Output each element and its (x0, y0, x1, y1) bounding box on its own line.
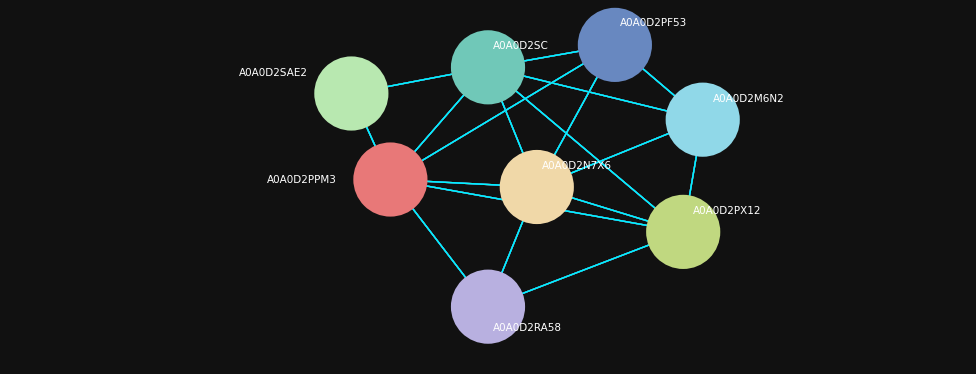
Ellipse shape (500, 150, 574, 224)
Text: A0A0D2SAE2: A0A0D2SAE2 (238, 68, 307, 78)
Text: A0A0D2M6N2: A0A0D2M6N2 (712, 94, 785, 104)
Ellipse shape (451, 270, 525, 344)
Text: A0A0D2N7X6: A0A0D2N7X6 (542, 162, 612, 171)
Ellipse shape (646, 195, 720, 269)
Ellipse shape (666, 83, 740, 157)
Text: A0A0D2PX12: A0A0D2PX12 (693, 206, 761, 216)
Text: A0A0D2PPM3: A0A0D2PPM3 (266, 175, 337, 184)
Ellipse shape (451, 30, 525, 104)
Ellipse shape (314, 56, 388, 131)
Ellipse shape (353, 142, 427, 217)
Ellipse shape (578, 8, 652, 82)
Text: A0A0D2SC: A0A0D2SC (493, 41, 549, 50)
Text: A0A0D2PF53: A0A0D2PF53 (620, 18, 687, 28)
Text: A0A0D2RA58: A0A0D2RA58 (493, 324, 562, 333)
